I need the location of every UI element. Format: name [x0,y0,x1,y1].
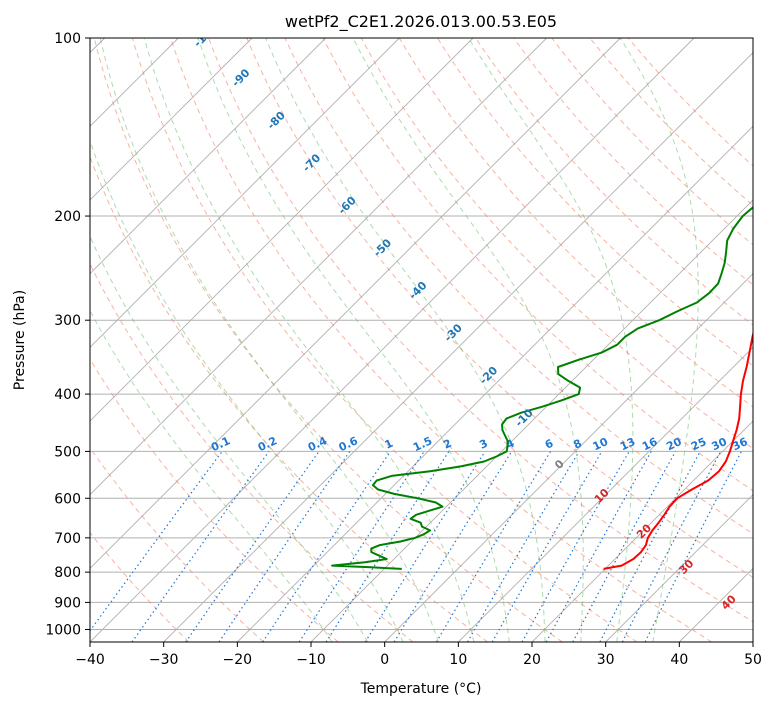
profile-series [331,206,753,570]
mixing-ratio-line [364,451,486,642]
isotherm-line [90,38,474,422]
isotherm-line [605,494,753,642]
mixing-ratio-line [185,451,320,642]
y-tick-label: 200 [54,209,81,225]
y-tick-label: 100 [54,31,81,47]
y-tick-label: 500 [54,444,81,460]
isotherm-label-cold: -100 [191,21,220,50]
mixing-ratio-line [545,451,652,642]
x-tick-label: −30 [149,652,179,668]
isotherm-line [90,38,695,642]
mixing-ratio-line [131,451,270,642]
y-tick-label: 300 [54,313,81,329]
x-axis-ticks: −40 −30 −20 −10 0 10 20 30 40 50 [75,642,762,668]
dry-adiabat [170,38,712,642]
mixing-ratio-label: 30 [710,435,730,453]
y-axis-label: Pressure (hPa) [12,290,28,390]
y-tick-label: 700 [54,531,81,547]
x-tick-label: −20 [223,652,253,668]
plot-frame [89,37,754,643]
dewpoint-profile-line [331,206,753,570]
mixing-ratio-line [262,451,391,642]
dry-adiabats [90,38,753,642]
y-tick-label: 900 [54,595,81,611]
mixing-ratio-line [572,451,677,642]
isotherm-line [163,52,753,642]
dry-adiabat [513,38,753,286]
isotherm-line [90,38,326,275]
dry-adiabat [90,262,414,642]
mixing-ratio-line [218,451,351,642]
x-tick-label: 50 [744,652,762,668]
mixing-ratio-line [644,451,743,642]
mixing-ratio-line [393,451,513,642]
mixing-ratio-label: 13 [618,435,637,453]
x-tick-label: 10 [449,652,467,668]
moist-adiabat [99,38,439,642]
moist-adiabat [143,38,475,642]
dry-adiabat [90,446,264,642]
moist-adiabat [352,38,584,642]
isotherm-line [458,346,753,642]
isotherm-line [531,420,753,642]
dry-adiabat [398,38,753,408]
mixing-ratio-label: 20 [664,435,684,453]
y-tick-label: 800 [54,565,81,581]
y-axis-ticks: 100 200 300 400 500 600 700 800 900 1000 [45,31,90,638]
mixing-ratio-line [325,451,450,642]
isotherm-line [90,38,253,201]
dry-adiabat [90,155,488,642]
dry-adiabat [246,38,753,578]
dry-adiabat [208,38,753,623]
moist-adiabat [265,38,546,642]
x-axis-label: Temperature (°C) [360,681,482,697]
isotherm-line [90,38,547,496]
dry-adiabat [90,531,190,642]
temperature-profile-line [603,330,753,570]
isotherm-line [90,38,621,569]
x-tick-label: −10 [296,652,326,668]
x-tick-label: 40 [670,652,688,668]
x-tick-label: 30 [597,652,615,668]
mixing-ratio-label: 10 [591,435,611,453]
mixing-ratio-label: 16 [640,435,660,453]
moist-adiabat [619,38,699,642]
mixing-ratio-label: 25 [689,435,708,453]
x-tick-label: 20 [523,652,541,668]
isotherm-line [237,125,753,642]
x-tick-label: 0 [380,652,389,668]
y-tick-label: 600 [54,491,81,507]
y-tick-label: 1000 [45,622,81,638]
chart-title: wetPf2_C2E1.2026.013.00.53.E05 [285,12,557,32]
isotherm-line [384,273,753,642]
y-tick-label: 400 [54,387,81,403]
skewed-isotherms [90,38,753,642]
isotherm-line [90,38,400,348]
mixing-ratio-line [466,451,580,642]
mixing-ratio-label: 36 [730,435,750,453]
moist-adiabat [90,235,369,642]
mixing-ratio-line [435,451,552,642]
dry-adiabat [360,38,753,450]
moist-adiabat [90,139,404,642]
x-tick-label: −40 [75,652,105,668]
dry-adiabat [131,38,638,642]
dry-adiabat [93,38,563,642]
